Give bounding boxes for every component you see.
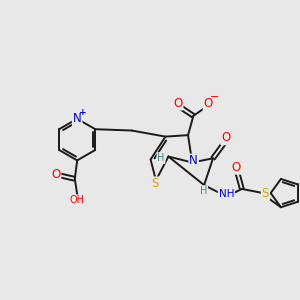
- Text: −: −: [210, 92, 220, 102]
- Text: O: O: [173, 97, 183, 110]
- Text: +: +: [79, 108, 87, 117]
- Text: H: H: [157, 153, 165, 163]
- Text: O: O: [221, 131, 230, 144]
- Text: H: H: [200, 186, 207, 196]
- Text: OH: OH: [69, 195, 84, 205]
- Text: S: S: [262, 187, 269, 200]
- Text: N: N: [189, 154, 198, 167]
- Text: S: S: [152, 177, 159, 190]
- Text: O: O: [204, 98, 213, 110]
- Text: N: N: [73, 112, 82, 125]
- Text: O: O: [51, 168, 60, 181]
- Text: O: O: [231, 161, 241, 174]
- Text: NH: NH: [219, 189, 234, 199]
